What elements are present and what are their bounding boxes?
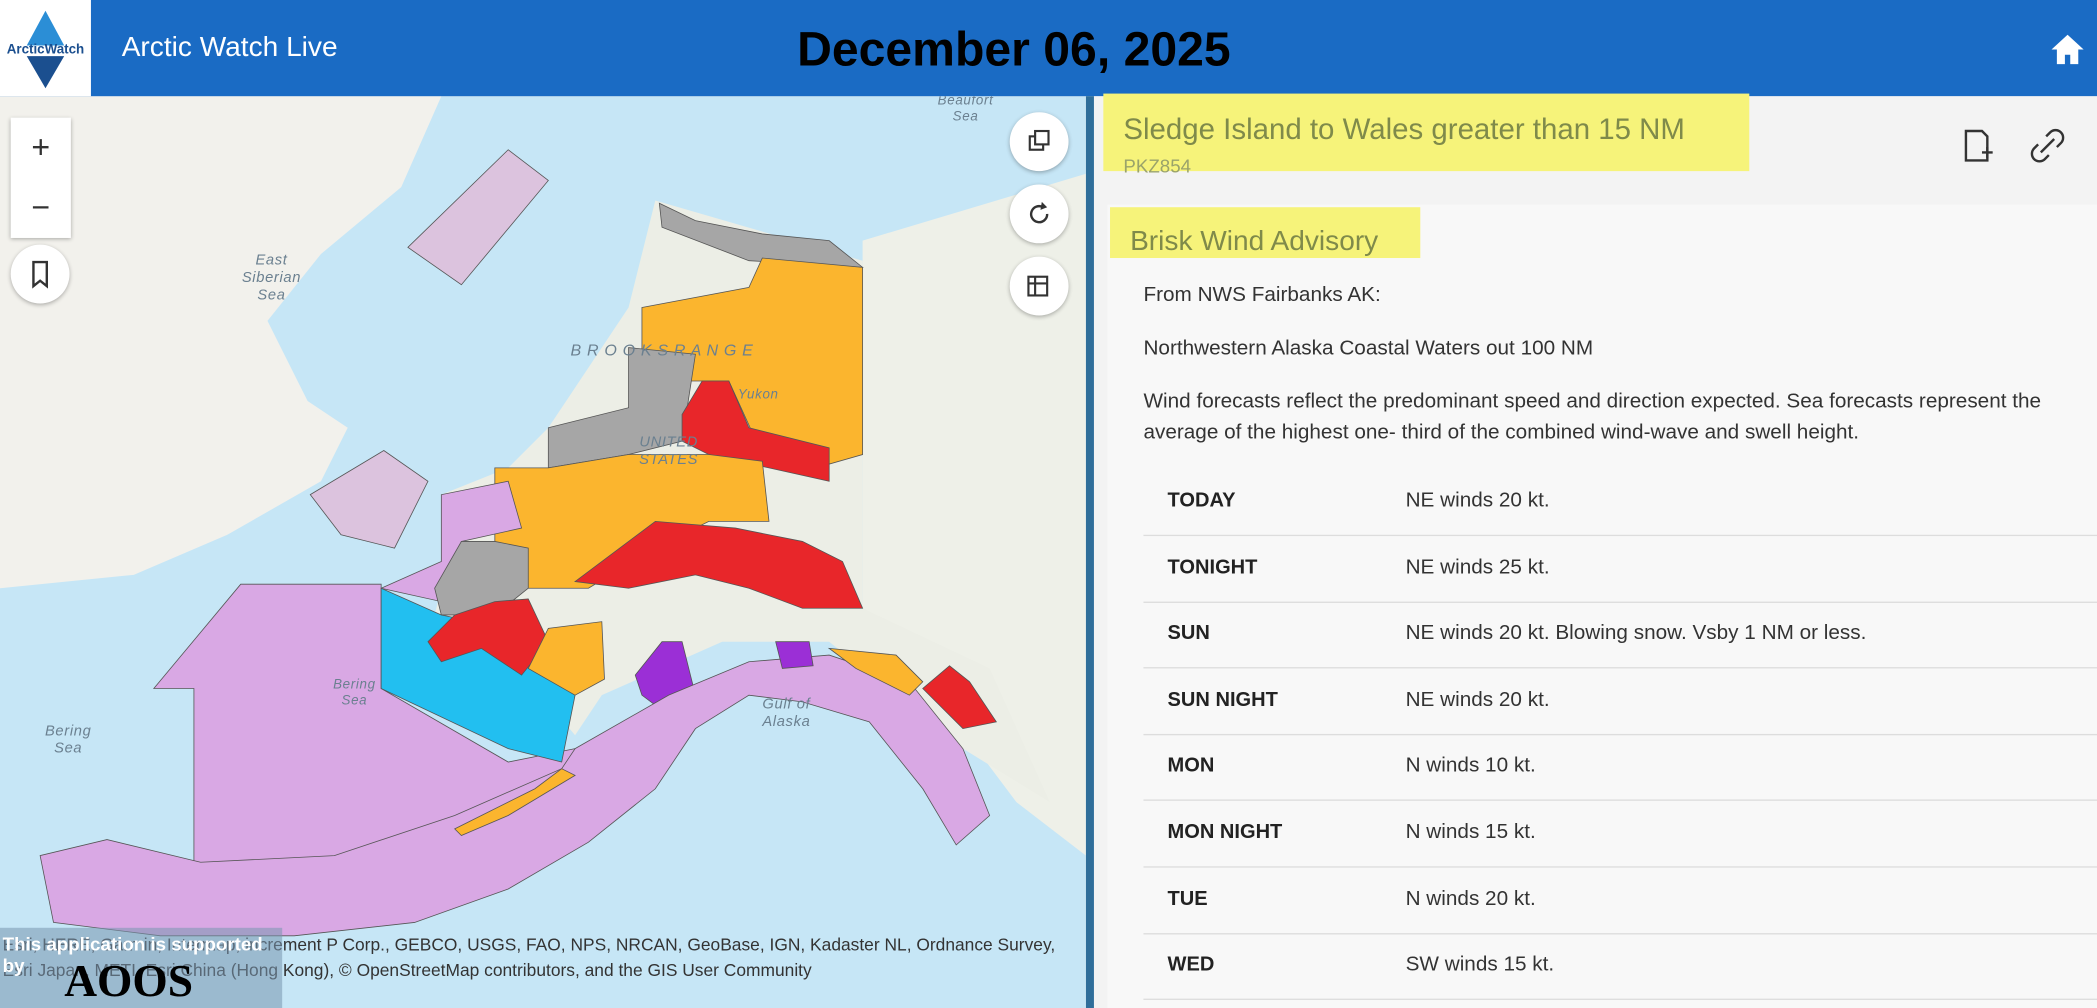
forecast-row: MON N winds 10 kt. <box>1143 734 2097 802</box>
link-button[interactable] <box>2027 126 2067 166</box>
logo[interactable]: ArcticWatch <box>0 0 91 97</box>
map-label: STATES <box>639 452 698 468</box>
paragraph: Wind forecasts reflect the predominant s… <box>1143 390 2042 444</box>
map-label: Bering <box>45 723 92 739</box>
advisory-title: Brisk Wind Advisory <box>1130 225 1379 257</box>
zone-highlight <box>1103 93 1750 172</box>
map-label: East <box>255 253 287 269</box>
forecast-row: SUN NIGHT NE winds 20 kt. <box>1143 668 2097 736</box>
forecast-row: TONIGHT NE winds 25 kt. <box>1143 536 2097 603</box>
map-label: Sea <box>342 693 368 708</box>
forecast-text: NE winds 25 kt. <box>1405 555 1550 579</box>
advisory-highlight <box>1110 207 1421 259</box>
forecast-row: WED SW winds 15 kt. <box>1143 933 2097 1001</box>
forecast-period: TUE <box>1167 887 1208 910</box>
forecast-row: TODAY NE winds 20 kt. <box>1143 469 2097 537</box>
map-label: Sea <box>953 108 979 123</box>
app-title: Arctic Watch Live <box>121 32 338 63</box>
forecast-text: NE winds 20 kt. Blowing snow. Vsby 1 NM … <box>1405 621 1867 645</box>
map-label: Sea <box>54 741 82 757</box>
forecast-period: WED <box>1167 953 1215 977</box>
map-label: Yukon <box>738 386 779 401</box>
paragraph: From NWS Fairbanks AK: <box>1143 283 1381 307</box>
advisory-card: Brisk Wind Advisory From NWS Fairbanks A… <box>1107 204 2097 1008</box>
forecast-period: SUN <box>1167 621 1210 645</box>
forecast-row: SUN NE winds 20 kt. Blowing snow. Vsby 1 … <box>1143 602 2097 669</box>
header: ArcticWatch Arctic Watch Live December 0… <box>0 0 2097 97</box>
paragraph: Northwestern Alaska Coastal Waters out 1… <box>1143 336 1594 360</box>
map-label: B R O O K S R A N G E <box>570 342 753 360</box>
map-label: Siberian <box>242 270 301 286</box>
map-label: UNITED <box>639 435 698 451</box>
refresh-button[interactable] <box>1009 184 1069 244</box>
forecast-period: TODAY <box>1167 489 1236 513</box>
sponsor-box[interactable]: This application is supported by AOOS <box>0 927 283 1008</box>
forecast-period: SUN NIGHT <box>1167 688 1278 711</box>
table-button[interactable] <box>1009 256 1069 316</box>
forecast-period: MON NIGHT <box>1167 820 1283 844</box>
zone-name: Sledge Island to Wales greater than 15 N… <box>1123 112 1685 146</box>
forecast-period: MON <box>1167 754 1215 778</box>
logo-icon: ArcticWatch <box>7 10 84 89</box>
detail-panel: Sledge Island to Wales greater than 15 N… <box>1093 93 2097 1008</box>
sponsor-logo: AOOS <box>64 957 194 1007</box>
layers-button[interactable] <box>1009 112 1069 172</box>
forecast-text: NE winds 20 kt. <box>1405 688 1550 711</box>
map-label: Gulf of <box>762 697 811 713</box>
supported-by: This application is supported by <box>2 933 263 976</box>
map-label: Bering <box>333 676 376 691</box>
zoom-out[interactable]: − <box>31 189 51 226</box>
zoom-controls: + − <box>10 117 71 238</box>
logo-text: ArcticWatch <box>7 41 84 56</box>
map[interactable]: Beaufort Sea East Siberian Sea B R O O K S R … <box>0 96 1086 1008</box>
forecast-text: N winds 20 kt. <box>1405 887 1536 910</box>
zoom-in[interactable]: + <box>31 129 51 166</box>
forecast-row: MON NIGHT N winds 15 kt. <box>1143 801 2097 868</box>
date: December 06, 2025 <box>797 21 1231 77</box>
bookmark-button[interactable] <box>10 244 70 304</box>
subscribe-button[interactable] <box>1958 126 1998 166</box>
zone-code: PKZ854 <box>1123 155 1192 177</box>
map-label: Sea <box>257 287 285 303</box>
forecast-text: N winds 15 kt. <box>1405 820 1536 844</box>
divider[interactable] <box>1085 96 1094 1008</box>
map-label: Beaufort <box>938 96 994 107</box>
forecast-row: TUE N winds 20 kt. <box>1143 867 2097 934</box>
forecast-text: N winds 10 kt. <box>1405 754 1536 778</box>
forecast-text: NE winds 20 kt. <box>1405 489 1550 513</box>
home-button[interactable] <box>2050 32 2085 67</box>
map-label: Alaska <box>761 714 810 730</box>
forecast-text: SW winds 15 kt. <box>1405 953 1555 977</box>
forecast-period: TONIGHT <box>1167 555 1258 579</box>
